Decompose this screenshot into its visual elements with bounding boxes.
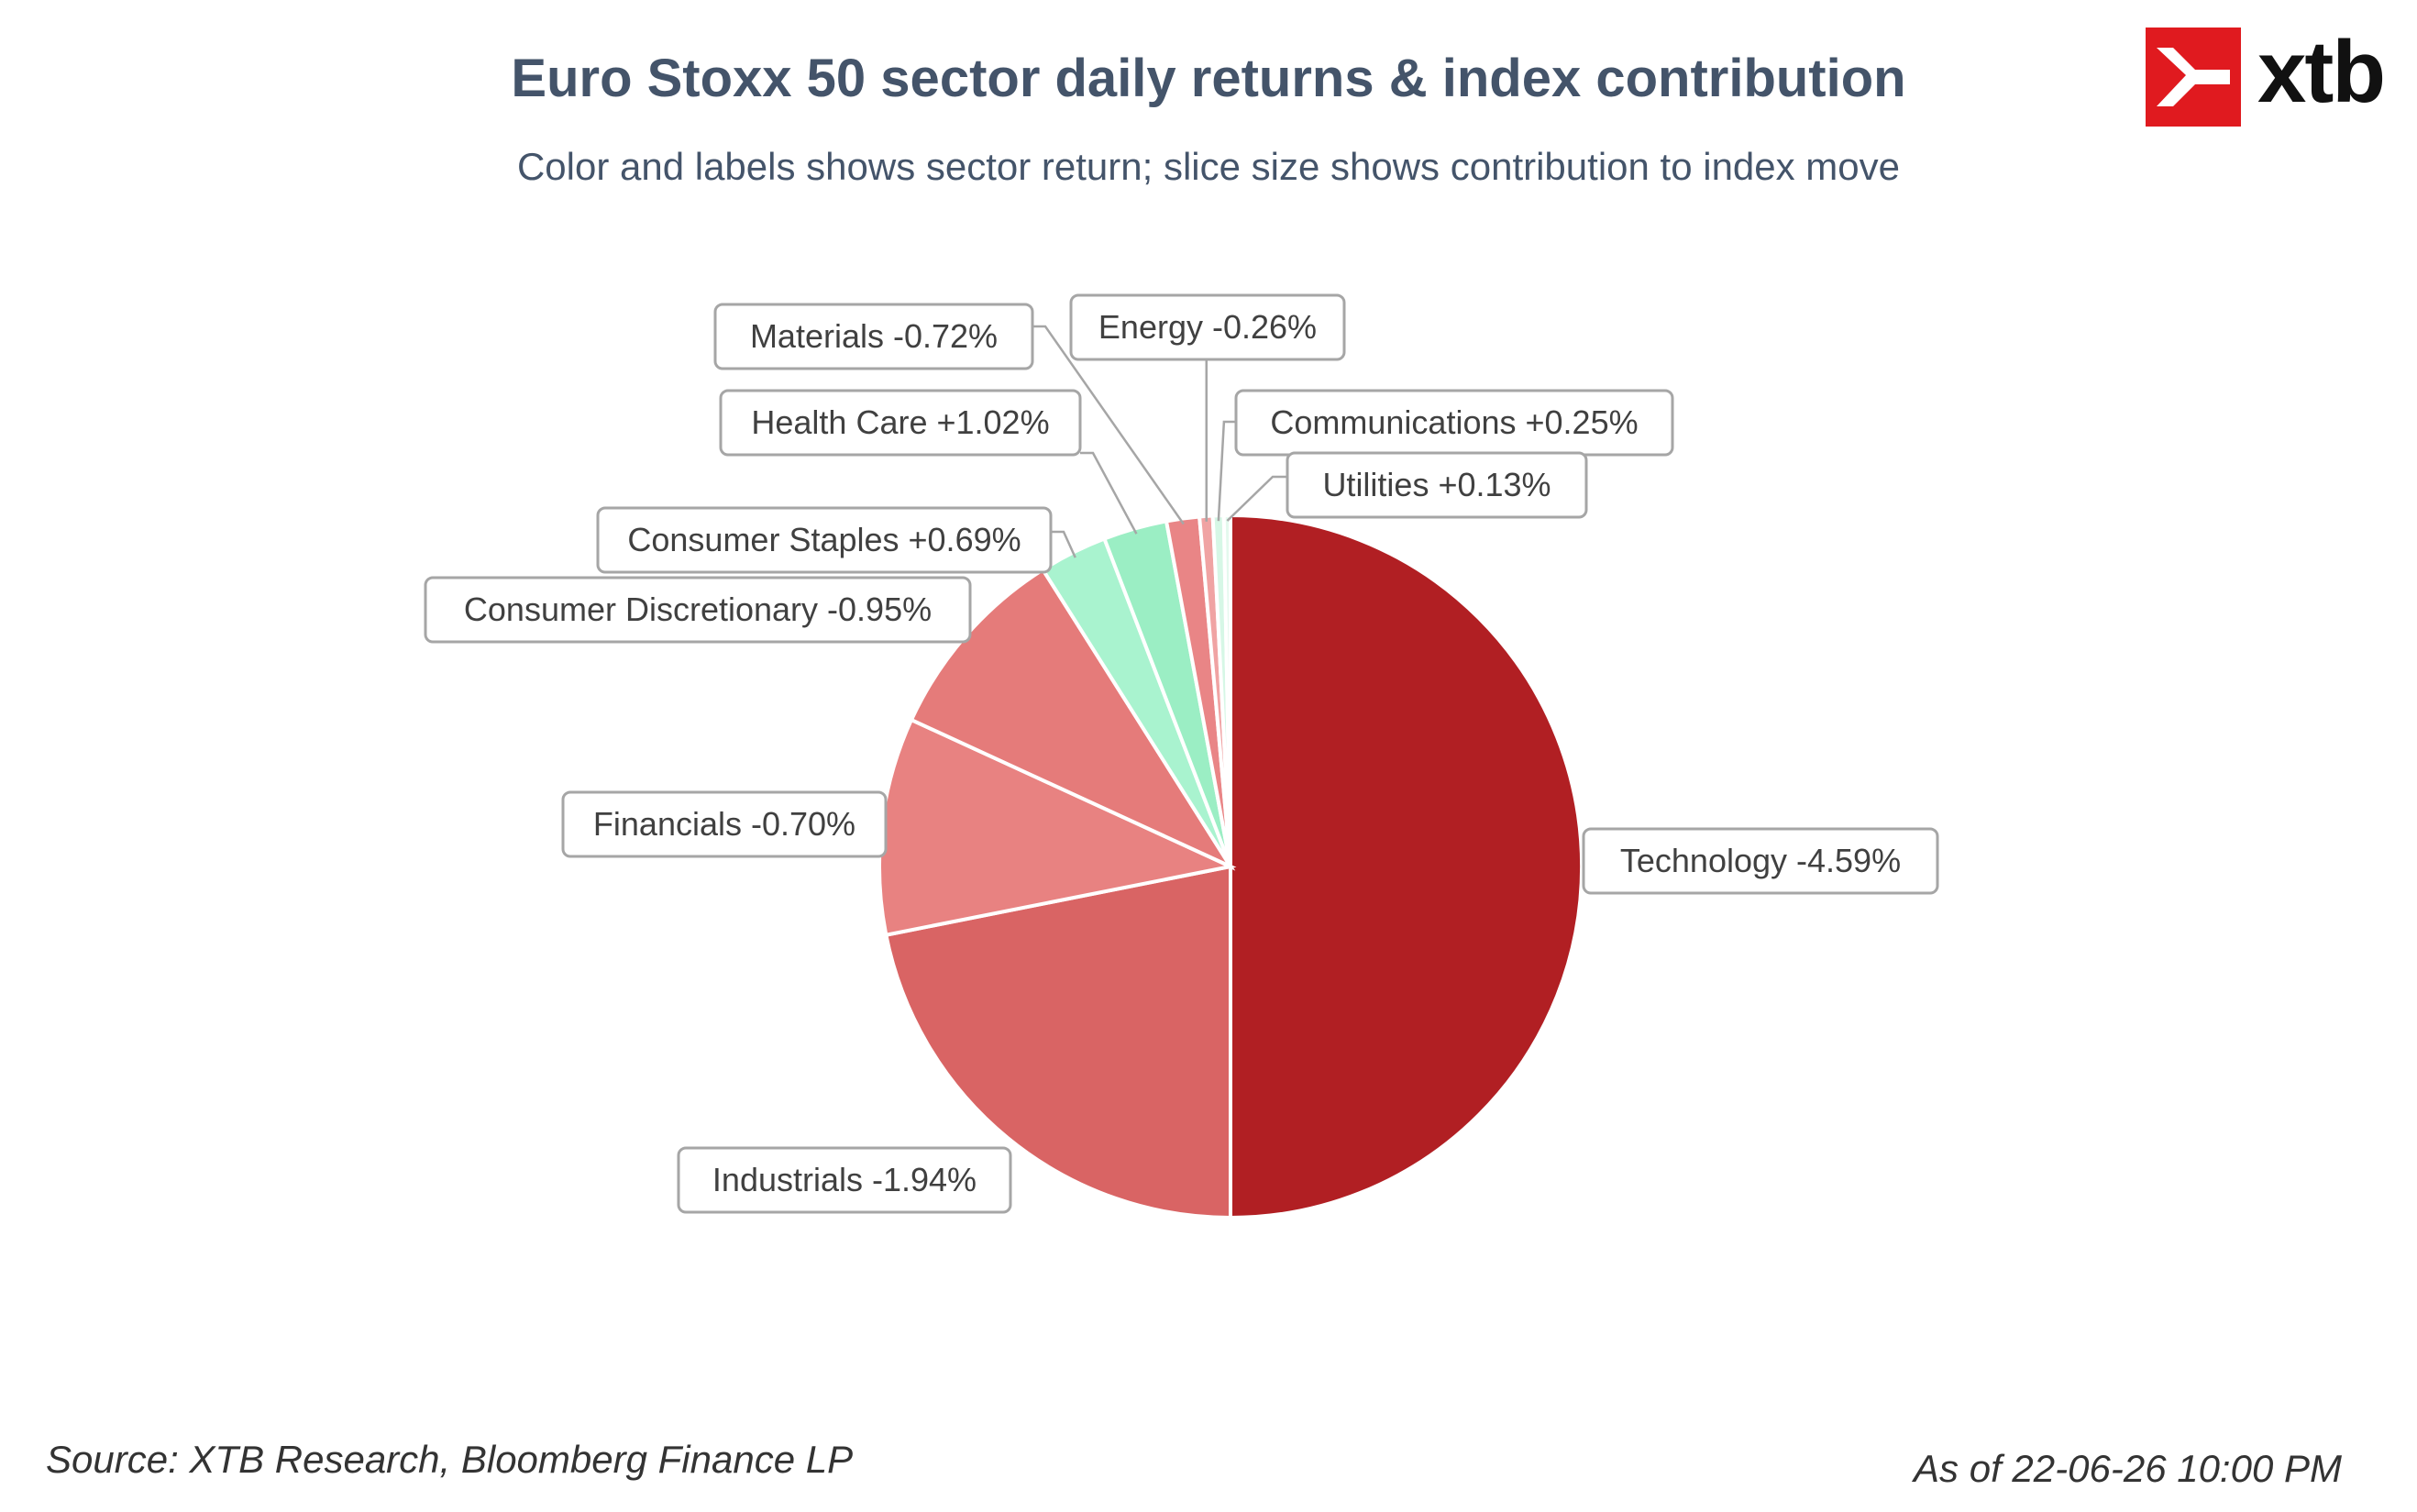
xtb-x-mark-icon [2146, 28, 2241, 127]
slice-label: Financials -0.70% [561, 790, 888, 858]
pie-slice-utilities [1221, 513, 1232, 867]
leader-line [1217, 420, 1236, 522]
slice-label: Health Care +1.02% [719, 389, 1082, 457]
slice-label-box [561, 790, 888, 858]
xtb-logo: xtb [2146, 23, 2402, 127]
xtb-logo-text: xtb [2257, 23, 2386, 121]
slice-label-text: Health Care +1.02% [751, 403, 1049, 441]
chart-title: Euro Stoxx 50 sector daily returns & ind… [511, 49, 1906, 108]
slice-label-box [1582, 827, 1939, 895]
slice-label-text: Industrials -1.94% [712, 1161, 977, 1198]
slice-label: Consumer Staples +0.69% [596, 506, 1053, 574]
leader-line [1051, 530, 1076, 558]
slice-label-box [596, 506, 1053, 574]
slice-labels: Technology -4.59% Industrials -1.94% Finan… [424, 293, 1939, 1214]
leader-line [1080, 451, 1138, 535]
chart-subtitle: Color and labels shows sector return; sl… [516, 145, 1901, 188]
slice-label-text: Financials -0.70% [593, 805, 855, 843]
slice-label-box [677, 1146, 1012, 1214]
as-of-timestamp: As of 22-06-26 10:00 PM [1914, 1447, 2342, 1490]
slice-label: Communications +0.25% [1234, 389, 1674, 457]
slice-label: Industrials -1.94% [677, 1146, 1012, 1214]
leader-line [1226, 475, 1287, 522]
pie-slice-technology [1229, 513, 1584, 1220]
leader-line [1032, 325, 1185, 525]
slice-label-box [424, 576, 972, 644]
slice-label-box [713, 303, 1034, 370]
pie-slice-industrials [884, 864, 1232, 1220]
slice-label-text: Consumer Discretionary -0.95% [464, 590, 932, 628]
slice-label-text: Utilities +0.13% [1322, 466, 1551, 503]
source-note: Source: XTB Research, Bloomberg Finance … [46, 1438, 854, 1481]
slice-label: Utilities +0.13% [1286, 451, 1588, 519]
slice-label-text: Technology -4.59% [1620, 842, 1901, 879]
slice-label-text: Communications +0.25% [1270, 403, 1638, 441]
label-leader-lines [1032, 325, 1287, 558]
slice-label-text: Energy -0.26% [1098, 308, 1317, 346]
slice-label: Materials -0.72% [713, 303, 1034, 370]
slice-label-box [719, 389, 1082, 457]
slice-label-box [1069, 293, 1346, 361]
slice-label: Consumer Discretionary -0.95% [424, 576, 972, 644]
slice-label-text: Materials -0.72% [750, 317, 998, 355]
slice-label-box [1286, 451, 1588, 519]
pie-slices [877, 513, 1584, 1220]
slice-label: Energy -0.26% [1069, 293, 1346, 361]
slice-label: Technology -4.59% [1582, 827, 1939, 895]
slice-label-text: Consumer Staples +0.69% [627, 521, 1021, 558]
